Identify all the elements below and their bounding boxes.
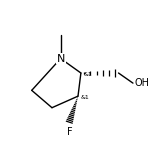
Text: N: N — [56, 54, 65, 64]
Text: OH: OH — [134, 78, 149, 88]
Text: F: F — [66, 126, 72, 137]
Text: &1: &1 — [81, 95, 90, 100]
Text: &1: &1 — [84, 72, 93, 77]
